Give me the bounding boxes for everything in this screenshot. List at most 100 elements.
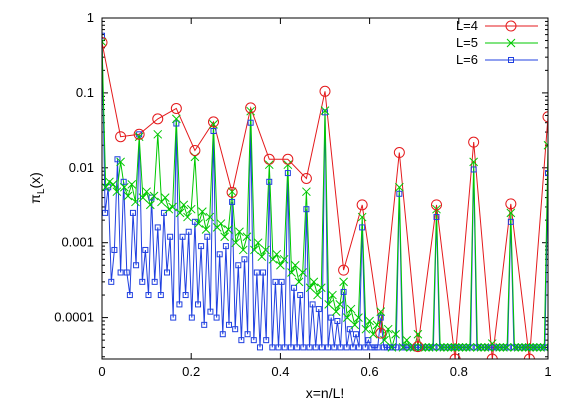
point-L=6-86 — [365, 337, 372, 344]
point-L=6-62 — [291, 284, 298, 291]
point-L=5-107 — [495, 343, 505, 352]
point-L=5-28 — [201, 225, 211, 234]
point-L=5-82 — [402, 335, 412, 345]
point-L=6-45 — [238, 337, 245, 344]
point-L=5-80 — [394, 182, 404, 192]
point-L=4-24 — [542, 111, 548, 123]
point-L=6-89 — [374, 344, 381, 351]
point-L=5-38 — [238, 245, 248, 255]
point-L=5-53 — [294, 277, 304, 287]
point-L=5-106 — [491, 343, 501, 352]
point-L=5-115 — [525, 343, 534, 352]
point-L=5-89 — [428, 343, 438, 352]
point-L=6-37 — [213, 314, 220, 321]
point-L=6-52 — [260, 269, 267, 276]
point-L=5-5 — [116, 157, 125, 167]
point-L=6-15 — [145, 292, 152, 299]
point-L=6-21 — [164, 269, 171, 276]
point-L=4-3 — [152, 113, 164, 125]
tick-labels: 0 0.2 0.4 0.6 0.8 1 1 0.1 0.01 0.001 0.0001 — [54, 10, 551, 379]
series-line-L=4 — [102, 42, 548, 359]
point-L=5-95 — [450, 343, 460, 352]
point-L=4-10 — [282, 153, 294, 165]
point-L=6-108 — [433, 214, 440, 221]
point-L=6-47 — [244, 331, 251, 338]
point-L=5-36 — [231, 238, 241, 248]
point-L=6-16 — [148, 194, 155, 201]
point-L=5-9 — [131, 197, 140, 207]
point-L=6-42 — [229, 198, 236, 205]
point-L=6-87 — [368, 344, 375, 351]
point-L=5-54 — [298, 268, 308, 277]
point-L=5-7 — [123, 191, 133, 201]
point-L=5-84 — [409, 343, 419, 352]
point-L=5-17 — [160, 193, 170, 202]
point-L=6-92 — [383, 344, 390, 351]
point-L=6-61 — [287, 344, 294, 351]
point-L=4-6 — [208, 116, 219, 128]
point-L=6-46 — [241, 256, 248, 263]
point-L=5-114 — [521, 343, 531, 352]
point-L=4-21 — [486, 353, 498, 359]
point-L=5-99 — [465, 343, 475, 352]
point-L=5-88 — [424, 343, 434, 352]
point-L=4-22 — [505, 198, 517, 210]
point-L=6-41 — [225, 321, 232, 328]
point-L=4-13 — [338, 264, 350, 276]
x-tick-label: 0.2 — [182, 364, 200, 379]
point-L=6-56 — [272, 278, 279, 285]
y-axis-label: πL(x) — [27, 172, 47, 204]
point-L=5-27 — [197, 207, 207, 216]
point-L=6-10 — [129, 209, 136, 216]
point-L=5-0 — [102, 37, 107, 47]
point-L=5-117 — [532, 343, 542, 352]
point-L=6-119 — [467, 344, 474, 351]
y-axis-label-arg: (x) — [27, 172, 43, 188]
series-L=4 — [102, 42, 548, 359]
point-L=5-111 — [510, 343, 519, 352]
point-L=4-11 — [300, 172, 312, 184]
point-L=4-legend — [505, 20, 517, 32]
point-L=6-48 — [247, 119, 254, 126]
point-L=6-109 — [436, 344, 443, 351]
point-L=5-21 — [175, 208, 185, 218]
point-L=5-30 — [209, 120, 218, 129]
point-L=6-138 — [526, 344, 533, 351]
point-L=6-71 — [318, 344, 325, 351]
point-L=5-15 — [153, 129, 163, 139]
point-L=4-19 — [449, 353, 461, 359]
point-L=6-9 — [126, 292, 133, 299]
point-L=5-110 — [506, 208, 516, 218]
point-L=5-74 — [372, 320, 382, 330]
point-L=6-91 — [380, 344, 387, 351]
point-L=6-25 — [176, 301, 183, 308]
point-L=6-59 — [281, 344, 288, 351]
point-L=6-14 — [142, 246, 149, 253]
point-L=6-8 — [123, 269, 130, 276]
point-L=5-108 — [499, 343, 508, 352]
point-L=6-43 — [232, 326, 239, 333]
point-L=5-62 — [328, 290, 337, 300]
point-L=6-94 — [390, 344, 397, 351]
point-L=6-32 — [198, 243, 205, 250]
point-L=6-3 — [108, 278, 115, 285]
point-L=5-51 — [287, 268, 296, 277]
point-L=5-119 — [539, 343, 548, 352]
point-L=6-26 — [179, 233, 186, 240]
point-L=5-58 — [313, 290, 322, 300]
point-L=5-32 — [216, 219, 226, 228]
point-L=4-8 — [245, 102, 257, 114]
point-L=6-127 — [492, 344, 499, 351]
point-L=5-57 — [309, 277, 319, 287]
point-L=5-90 — [432, 204, 441, 214]
point-L=5-44 — [261, 245, 270, 255]
point-L=5-79 — [391, 329, 400, 339]
point-L=5-35 — [227, 187, 237, 197]
series-markers-L=4 — [102, 37, 548, 359]
point-L=5-10 — [134, 132, 144, 142]
x-tick-label: 0.8 — [450, 364, 468, 379]
point-L=5-49 — [279, 254, 289, 264]
x-tick-label: 0.6 — [361, 364, 379, 379]
point-L=5-12 — [142, 187, 151, 197]
